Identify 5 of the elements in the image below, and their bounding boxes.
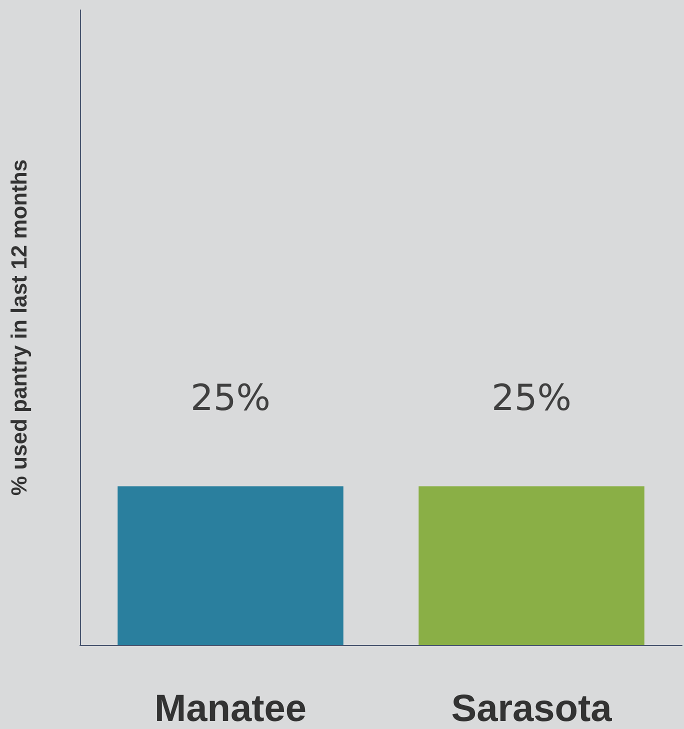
x-tick-label: Sarasota	[451, 688, 613, 729]
x-tick-label: Manatee	[154, 688, 307, 729]
data-label: 25%	[491, 378, 572, 419]
y-axis-title: % used pantry in last 12 months	[6, 159, 32, 496]
data-label: 25%	[190, 378, 271, 419]
